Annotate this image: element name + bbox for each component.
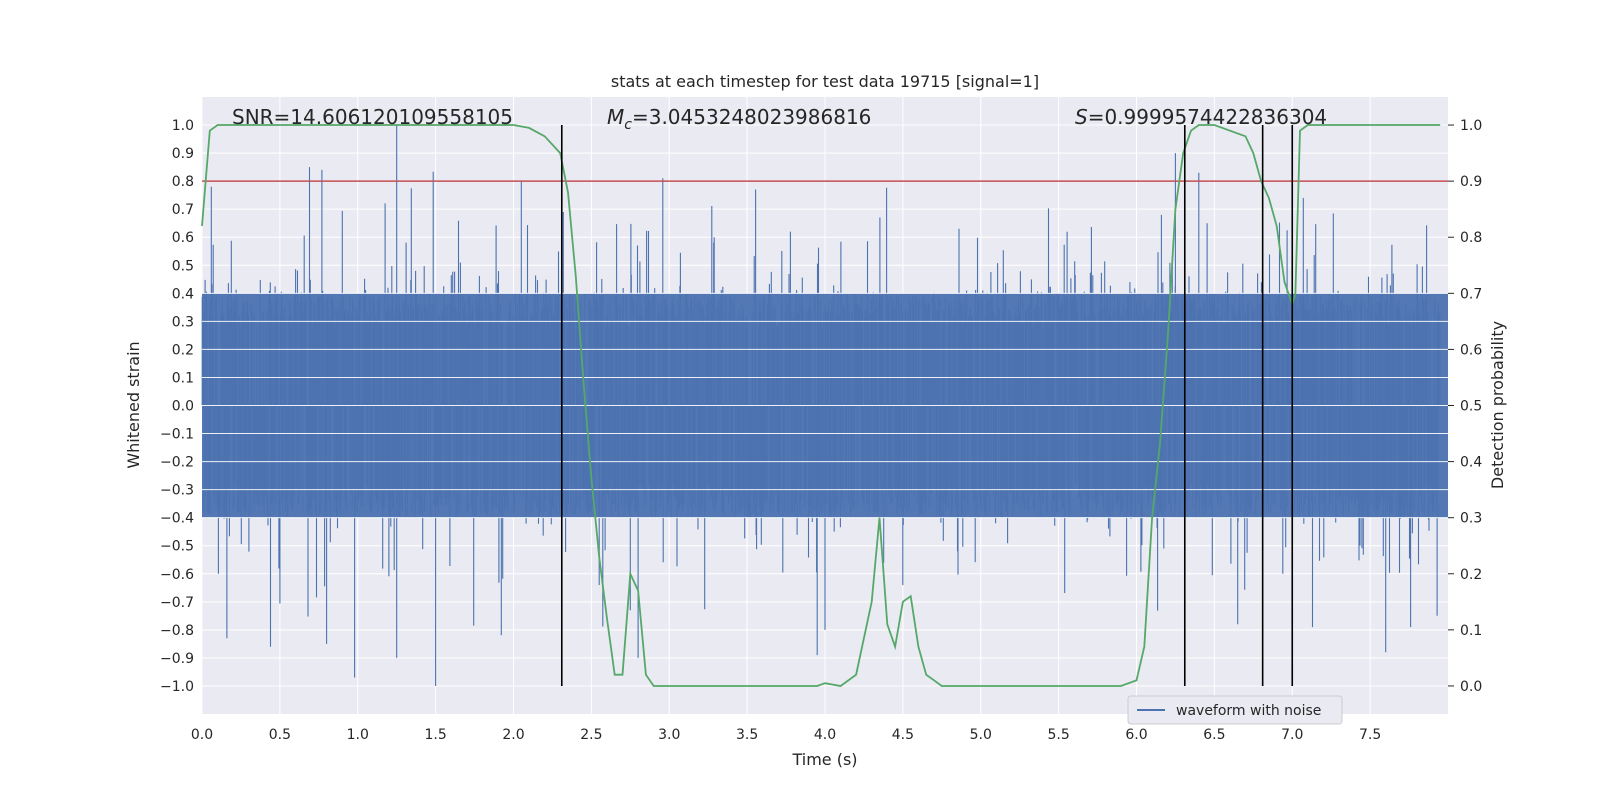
y-left-tick-label: 0.4 bbox=[172, 286, 194, 302]
axis-ticks: 0.0 0.5 1.0 1.5 2.0 2.5 3.0 3.5 4.0 4.5 5.0 5.5 6.0 6… bbox=[160, 118, 1482, 743]
detection-probability-series bbox=[201, 124, 1441, 687]
x-tick-label: 7.5 bbox=[1359, 727, 1381, 743]
y-left-tick-label: −1.0 bbox=[160, 679, 194, 695]
y-left-tick-label: 1.0 bbox=[172, 118, 194, 134]
vertical-marker-lines bbox=[560, 125, 1294, 686]
x-tick-label: 2.0 bbox=[502, 727, 524, 743]
x-axis-label: Time (s) bbox=[791, 750, 857, 769]
y-right-tick-label: 0.2 bbox=[1460, 567, 1482, 583]
chirp-mass-annotation: Mc=3.0453248023986816 bbox=[607, 105, 871, 133]
x-tick-label: 6.5 bbox=[1203, 727, 1225, 743]
y-left-tick-label: −0.3 bbox=[160, 483, 194, 499]
x-tick-label: 2.5 bbox=[580, 727, 602, 743]
x-tick-label: 6.0 bbox=[1125, 727, 1147, 743]
snr-annotation: SNR=14.606120109558105 bbox=[232, 105, 513, 129]
x-tick-label: 0.0 bbox=[191, 727, 213, 743]
s-symbol: S bbox=[1075, 105, 1088, 129]
y-right-tick-label: 1.0 bbox=[1460, 118, 1482, 134]
y-right-tick-label: 0.4 bbox=[1460, 455, 1482, 471]
waveform-series bbox=[201, 125, 1448, 686]
y-axis-label-right: Detection probability bbox=[1488, 321, 1507, 489]
y-left-tick-label: −0.4 bbox=[160, 511, 194, 527]
y-left-tick-label: 0.2 bbox=[172, 342, 194, 358]
chirp-mass-value: =3.0453248023986816 bbox=[632, 105, 871, 129]
x-tick-label: 3.5 bbox=[736, 727, 758, 743]
x-tick-label: 4.0 bbox=[814, 727, 836, 743]
y-right-tick-label: 0.7 bbox=[1460, 286, 1482, 302]
legend: waveform with noise bbox=[1127, 695, 1343, 725]
y-left-tick-label: −0.8 bbox=[160, 623, 194, 639]
chirp-mass-symbol: M bbox=[607, 105, 624, 129]
y-right-tick-label: 0.3 bbox=[1460, 511, 1482, 527]
y-left-tick-label: 0.5 bbox=[172, 258, 194, 274]
s-annotation: S=0.9999574422836304 bbox=[1075, 105, 1327, 129]
y-left-tick-label: 0.7 bbox=[172, 202, 194, 218]
probability-line bbox=[201, 124, 1441, 687]
y-left-tick-label: −0.6 bbox=[160, 567, 194, 583]
chart-title: stats at each timestep for test data 197… bbox=[611, 72, 1039, 91]
legend-label: waveform with noise bbox=[1176, 703, 1321, 719]
chirp-mass-subscript: c bbox=[624, 117, 632, 133]
y-left-tick-label: −0.5 bbox=[160, 539, 194, 555]
y-right-tick-label: 0.9 bbox=[1460, 174, 1482, 190]
y-left-tick-label: 0.9 bbox=[172, 146, 194, 162]
y-axis-label-left: Whitened strain bbox=[124, 341, 143, 468]
y-left-tick-label: 0.1 bbox=[172, 370, 194, 386]
x-tick-label: 7.0 bbox=[1281, 727, 1303, 743]
x-tick-label: 1.0 bbox=[347, 727, 369, 743]
x-tick-label: 1.5 bbox=[424, 727, 446, 743]
x-tick-label: 5.5 bbox=[1047, 727, 1069, 743]
y-left-tick-label: 0.0 bbox=[172, 399, 194, 415]
s-value: =0.9999574422836304 bbox=[1088, 105, 1327, 129]
x-tick-label: 3.0 bbox=[658, 727, 680, 743]
x-tick-label: 5.0 bbox=[970, 727, 992, 743]
y-right-tick-label: 0.0 bbox=[1460, 679, 1482, 695]
y-right-tick-label: 0.1 bbox=[1460, 623, 1482, 639]
y-left-tick-label: 0.3 bbox=[172, 314, 194, 330]
y-left-tick-label: 0.8 bbox=[172, 174, 194, 190]
y-right-tick-label: 0.5 bbox=[1460, 399, 1482, 415]
y-left-tick-label: −0.7 bbox=[160, 595, 194, 611]
legend-box bbox=[1127, 695, 1343, 725]
y-left-tick-label: 0.6 bbox=[172, 230, 194, 246]
y-left-tick-label: −0.1 bbox=[160, 427, 194, 443]
y-right-tick-label: 0.8 bbox=[1460, 230, 1482, 246]
x-tick-label: 0.5 bbox=[269, 727, 291, 743]
y-left-tick-label: −0.2 bbox=[160, 455, 194, 471]
y-right-tick-label: 0.6 bbox=[1460, 342, 1482, 358]
y-left-tick-label: −0.9 bbox=[160, 651, 194, 667]
x-tick-label: 4.5 bbox=[892, 727, 914, 743]
